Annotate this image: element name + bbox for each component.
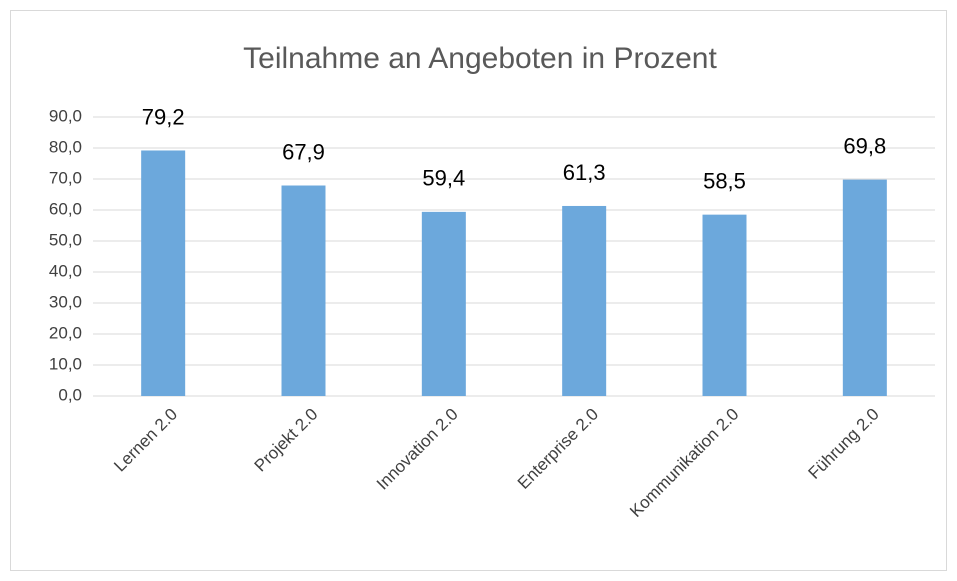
data-label: 69,8 (843, 133, 886, 158)
chart-title: Teilnahme an Angeboten in Prozent (243, 42, 717, 75)
data-label: 61,3 (563, 160, 606, 185)
y-tick-label: 60,0 (49, 199, 82, 218)
data-label: 59,4 (422, 166, 465, 191)
y-tick-label: 50,0 (49, 230, 82, 249)
y-tick-label: 20,0 (49, 323, 82, 342)
bar (562, 205, 607, 396)
bar (141, 150, 186, 396)
data-label: 58,5 (703, 168, 746, 193)
bar (842, 179, 887, 396)
y-tick-label: 10,0 (49, 354, 82, 373)
bar (281, 185, 326, 396)
data-label: 67,9 (282, 139, 325, 164)
y-tick-label: 40,0 (49, 261, 82, 280)
y-tick-label: 80,0 (49, 137, 82, 156)
bar (421, 211, 466, 396)
y-tick-label: 0,0 (58, 385, 82, 404)
bar (702, 214, 747, 396)
data-label: 79,2 (142, 104, 185, 129)
y-tick-label: 70,0 (49, 168, 82, 187)
y-tick-label: 30,0 (49, 292, 82, 311)
y-tick-label: 90,0 (49, 106, 82, 125)
